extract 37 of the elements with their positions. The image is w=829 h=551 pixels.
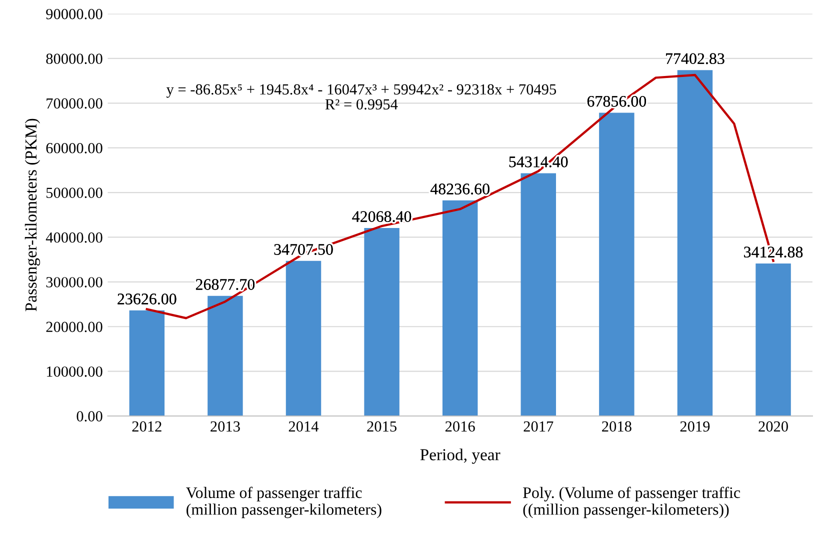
x-tick-label: 2018 [602,421,632,432]
y-tick-label: 50000.00 [46,188,102,198]
x-tick-label: 2019 [680,421,710,432]
bar [599,112,634,416]
data-label: 48236.60 [430,184,490,194]
data-label: 42068.40 [352,211,412,222]
bar [520,173,556,416]
x-tick-label: 2020 [758,421,788,432]
bar [442,200,478,416]
y-tick-label: 20000.00 [46,322,102,332]
bar [208,296,243,416]
y-tick-label: 70000.00 [46,98,102,109]
x-tick-label: 2015 [367,421,396,432]
y-tick-label: 90000.00 [46,8,102,20]
bar [677,70,713,416]
legend-label: Volume of passenger traffic (million passenger-kilometers) [186,486,382,518]
y-tick-label: 60000.00 [46,142,102,154]
x-tick-label: 2016 [445,421,475,432]
annotation: y = -86.85x⁵ + 1945.8x⁴ - 16047x³ + 59942x² - 92318x + 70495 R² = 0.9954 [166,84,556,110]
y-tick-label: 10000.00 [46,366,102,377]
x-tick-label: 2017 [524,421,554,432]
y-tick-label: 0.00 [76,411,102,422]
y-axis-title: Passenger-kilometers (PKM) [24,118,40,312]
bar [286,260,322,416]
y-tick-label: 40000.00 [46,232,102,243]
y-tick-label: 30000.00 [46,277,102,288]
legend-label: Poly. (Volume of passenger traffic ((million passenger-kilometers)) [523,486,740,518]
x-tick-label: 2012 [132,421,162,432]
bar [364,228,400,416]
x-axis-title: Period, year [420,448,500,464]
y-tick-label: 80000.00 [46,54,102,64]
x-tick-label: 2014 [288,421,319,432]
bar [129,310,165,416]
x-tick-label: 2013 [210,421,240,432]
data-label: 23626.00 [118,294,176,304]
data-label: 77402.83 [666,53,724,64]
bar [756,263,791,416]
